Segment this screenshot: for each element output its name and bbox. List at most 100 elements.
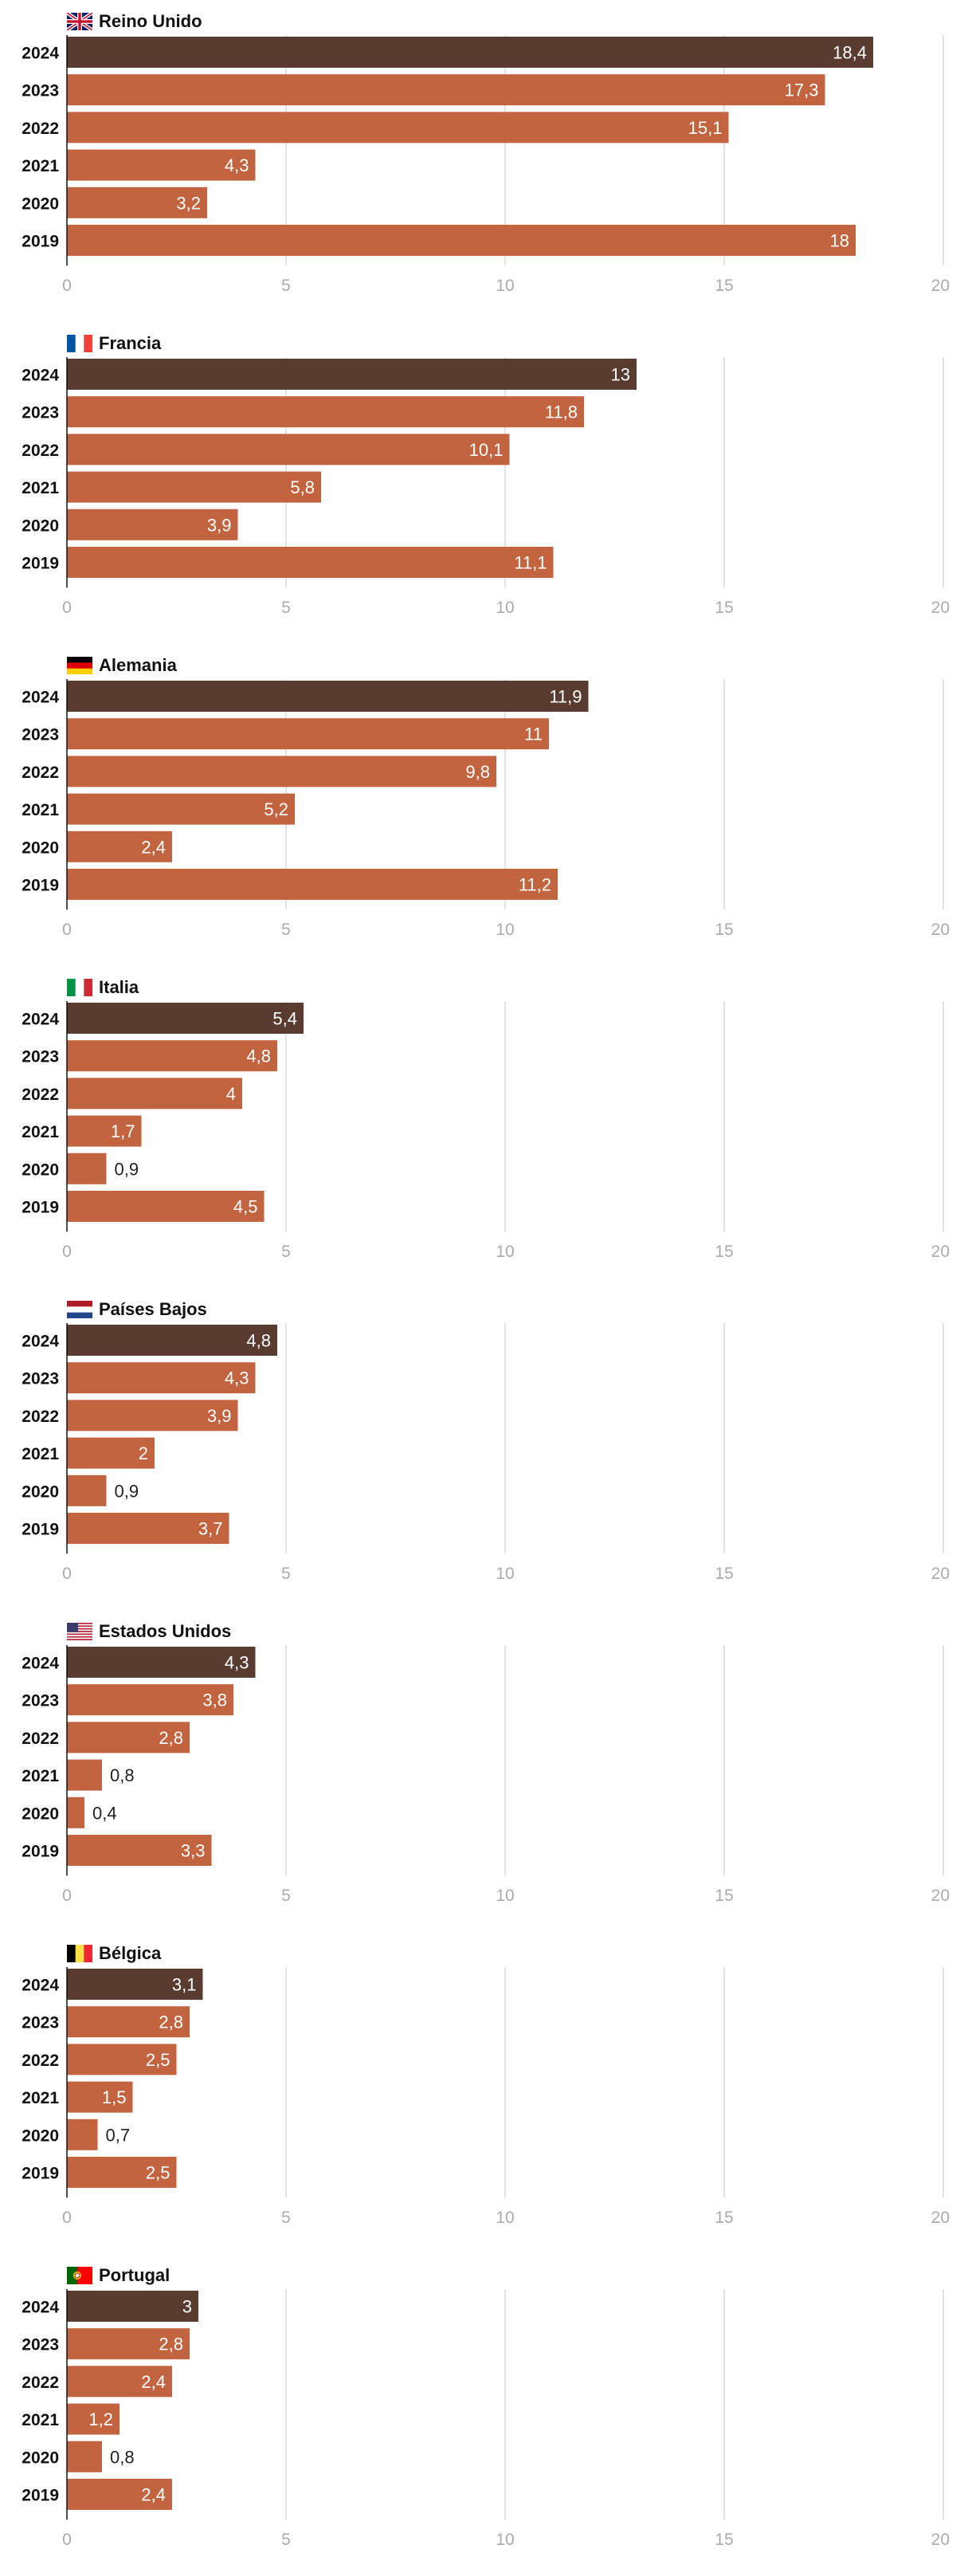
bar xyxy=(67,756,496,787)
bar-value-label: 17,3 xyxy=(785,80,819,100)
bar xyxy=(67,1437,155,1469)
x-tick-label: 15 xyxy=(715,277,733,295)
chart-title: Portugal xyxy=(67,2264,170,2287)
bar-value-label: 2,5 xyxy=(146,2163,170,2183)
bar-value-label: 4 xyxy=(226,1084,236,1104)
chart-title-text: Estados Unidos xyxy=(99,1621,232,1641)
bar-value-label: 18 xyxy=(830,231,849,251)
bar xyxy=(67,1400,238,1431)
y-category-label: 2021 xyxy=(22,1123,59,1141)
x-tick-label: 20 xyxy=(931,1243,950,1261)
bar-value-label: 3,8 xyxy=(202,1690,227,1710)
bar-value-label: 3,9 xyxy=(207,1406,232,1426)
chart-panel: Bélgica 0 5 10 15 20 2024 3,1 2023 2,8 2022 2,5 2021… xyxy=(0,1932,972,2254)
bar-value-label: 4,3 xyxy=(225,1653,249,1673)
bar xyxy=(67,1325,277,1356)
x-tick-label: 5 xyxy=(281,2209,291,2227)
bar xyxy=(67,1115,142,1147)
bar xyxy=(67,471,321,503)
it-flag-icon xyxy=(67,979,92,996)
x-tick-label: 5 xyxy=(281,599,291,617)
y-category-label: 2022 xyxy=(22,2374,59,2392)
x-tick-label: 10 xyxy=(496,277,514,295)
y-category-label: 2019 xyxy=(22,233,59,251)
x-tick-label: 10 xyxy=(496,1887,514,1905)
x-tick-label: 20 xyxy=(931,1887,950,1905)
x-tick-label: 20 xyxy=(931,2531,950,2549)
bar-value-label: 1,2 xyxy=(88,2409,113,2429)
bar xyxy=(67,2403,120,2435)
y-category-label: 2023 xyxy=(22,2014,59,2032)
bar xyxy=(67,793,295,825)
bar-value-label: 2,4 xyxy=(141,2485,166,2505)
bar xyxy=(67,1684,233,1716)
bar-value-label: 11 xyxy=(524,724,543,744)
x-tick-label: 20 xyxy=(931,1565,950,1583)
bar xyxy=(67,1647,256,1678)
bar-value-label: 5,4 xyxy=(272,1009,297,1029)
bar-value-label: 11,2 xyxy=(519,875,551,895)
bar-chart: 0 5 10 15 20 2024 5,4 2023 4,8 2022 4 2021 1,7 2020 0,… xyxy=(22,1001,950,1261)
y-category-label: 2022 xyxy=(22,120,59,138)
x-tick-label: 0 xyxy=(62,1243,72,1261)
bar-value-label: 5,2 xyxy=(264,799,288,819)
x-tick-label: 15 xyxy=(715,1243,733,1261)
y-category-label: 2021 xyxy=(22,479,59,497)
bar xyxy=(67,1969,203,2000)
bar xyxy=(67,112,729,143)
x-tick-label: 0 xyxy=(62,599,72,617)
bar-value-label: 3,7 xyxy=(198,1519,223,1539)
fr-flag-icon xyxy=(67,335,92,352)
bar-value-label: 2,4 xyxy=(141,837,166,857)
y-category-label: 2020 xyxy=(22,194,59,213)
bar xyxy=(67,2157,177,2188)
x-tick-label: 15 xyxy=(715,599,733,617)
chart-title: Francia xyxy=(67,332,161,355)
chart-title: Bélgica xyxy=(67,1942,161,1965)
x-tick-label: 10 xyxy=(496,2531,514,2549)
y-category-label: 2023 xyxy=(22,1048,59,1066)
chart-panel: Países Bajos 0 5 10 15 20 2024 4,8 2023 4,3 2022 3,… xyxy=(0,1288,972,1610)
bar-chart: 0 5 10 15 20 2024 11,9 2023 11 2022 9,8 2021 5,2 2020… xyxy=(22,679,950,939)
bar xyxy=(67,1475,107,1506)
bar-value-label: 4,8 xyxy=(246,1331,271,1351)
x-tick-label: 10 xyxy=(496,921,514,939)
chart-title-text: Bélgica xyxy=(99,1943,162,1963)
y-category-label: 2019 xyxy=(22,1199,59,1217)
y-category-label: 2020 xyxy=(22,1804,59,1823)
bar xyxy=(67,1759,102,1791)
chart-panel: Estados Unidos 0 5 10 15 20 2024 4,3 2023 3,8 2022… xyxy=(0,1610,972,1932)
chart-panel: Italia 0 5 10 15 20 2024 5,4 2023 4,8 2022 4 2021 1,7… xyxy=(0,966,972,1288)
bar-value-label: 4,5 xyxy=(233,1197,258,1217)
chart-panel: Alemania 0 5 10 15 20 2024 11,9 2023 11 2022 9,8 202… xyxy=(0,644,972,966)
x-tick-label: 15 xyxy=(715,1565,733,1583)
bar xyxy=(67,359,637,390)
y-category-label: 2021 xyxy=(22,801,59,819)
y-category-label: 2020 xyxy=(22,2126,59,2145)
y-category-label: 2020 xyxy=(22,1482,59,1501)
y-category-label: 2024 xyxy=(22,45,59,63)
bar xyxy=(67,2119,98,2150)
y-category-label: 2024 xyxy=(22,1333,59,1351)
chart-title: Reino Unido xyxy=(67,10,202,33)
bar-value-label: 0,7 xyxy=(106,2125,131,2145)
x-tick-label: 10 xyxy=(496,2209,514,2227)
y-category-label: 2024 xyxy=(22,1977,59,1995)
chart-panel: Reino Unido 0 5 10 15 20 2024 18,4 2023 17,3 2022 1… xyxy=(0,0,972,322)
x-tick-label: 0 xyxy=(62,2531,72,2549)
bar xyxy=(67,74,825,106)
y-category-label: 2021 xyxy=(22,2089,59,2107)
x-tick-label: 5 xyxy=(281,2531,291,2549)
bar-chart: 0 5 10 15 20 2024 4,3 2023 3,8 2022 2,8 2021 0,8 2020… xyxy=(22,1645,950,1905)
y-category-label: 2022 xyxy=(22,442,59,460)
bar xyxy=(67,509,238,540)
y-category-label: 2022 xyxy=(22,764,59,782)
gb-flag-icon xyxy=(67,13,92,30)
y-category-label: 2024 xyxy=(22,689,59,707)
y-category-label: 2019 xyxy=(22,555,59,573)
y-category-label: 2022 xyxy=(22,1730,59,1748)
bar-value-label: 9,8 xyxy=(465,762,490,782)
y-category-label: 2023 xyxy=(22,404,59,422)
bar-value-label: 15,1 xyxy=(688,118,723,138)
chart-panel: Portugal 0 5 10 15 20 2024 3 2023 2,8 2022 2,4 2021 1… xyxy=(0,2254,972,2576)
